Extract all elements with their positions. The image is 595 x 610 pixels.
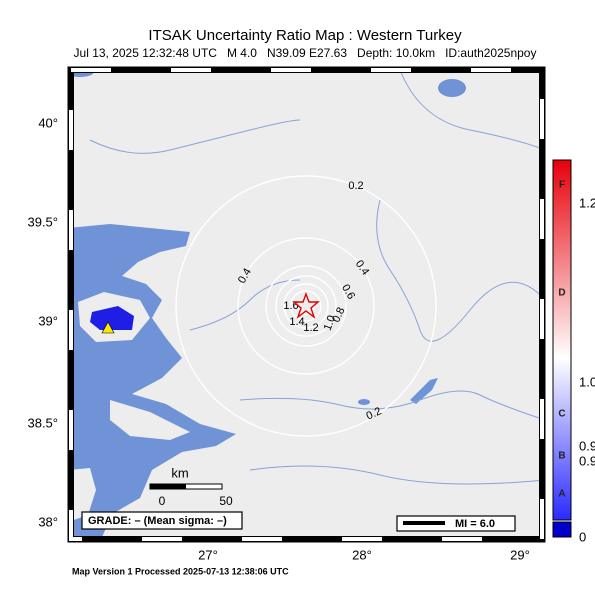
lon-label: 27°: [198, 547, 218, 562]
map-subtitle: Jul 13, 2025 12:32:48 UTC M 4.0 N39.09 E…: [74, 46, 537, 60]
colorbar-value: 0: [579, 529, 586, 544]
map-area: 0.20.4 0.40.60.81.01.21.41.60.2: [68, 67, 545, 542]
footer: Map Version 1 Processed 2025-07-13 12:38…: [72, 566, 289, 576]
colorbar: [552, 159, 572, 521]
lat-label: 38°: [38, 514, 58, 529]
lake: [410, 378, 438, 404]
river: [399, 69, 545, 151]
scale-end: 50: [219, 494, 233, 508]
peninsula: [110, 400, 190, 440]
uncertainty-patch: [90, 306, 134, 330]
contour-label: 0.8: [330, 305, 347, 324]
river: [89, 119, 301, 154]
grade: GRADE: – (Mean sigma: –): [88, 515, 227, 527]
contour-label: 1.4: [289, 316, 304, 328]
contour-ring: [283, 283, 329, 329]
grade-box: [81, 511, 243, 530]
map-border: [67, 66, 546, 543]
contour-ring: [275, 275, 337, 337]
contour-label: 0.2: [348, 180, 363, 192]
axes: 40° 39.5° 39° 38.5° 38° 27° 28° 29°: [27, 115, 529, 562]
lon-label: 29°: [510, 547, 530, 562]
colorbar-value: 0.9: [579, 453, 595, 468]
grade-letter: C: [558, 409, 565, 420]
island: [68, 468, 96, 522]
colorbar-value: 1.2: [579, 195, 595, 210]
scale-start: 0: [159, 494, 166, 508]
epicenter: [292, 292, 320, 319]
lat-label: 40°: [38, 115, 58, 130]
legend-box: [396, 515, 516, 532]
contour-ring: [265, 265, 347, 347]
river: [239, 390, 545, 421]
map-title: ITSAK Uncertainty Ratio Map : Western Tu…: [148, 27, 462, 44]
contour-label: 0.2: [364, 405, 383, 422]
contour-ring: [237, 237, 375, 375]
contours: 0.20.4 0.40.60.81.01.21.41.60.2: [175, 175, 437, 437]
lon-label: 28°: [352, 547, 372, 562]
grade-letter: A: [558, 489, 565, 500]
colorbar-labels: F D C B A 1.2 1.0 0.90.9 0: [558, 180, 595, 545]
river: [189, 279, 301, 331]
colorbar-value: 1.0: [579, 374, 595, 389]
grade-letter: F: [559, 180, 565, 191]
grade-letter: B: [558, 451, 565, 462]
scale-bar-fill: [150, 484, 186, 489]
scale-bar: km 0 50: [149, 465, 233, 508]
station: [101, 321, 115, 334]
grade-letter: D: [558, 288, 565, 299]
lat-label: 39°: [38, 313, 58, 328]
scale-unit: km: [171, 465, 188, 480]
lat-label: 38.5°: [27, 415, 58, 430]
colorbar-nodata: [552, 521, 572, 538]
lat-label: 39.5°: [27, 214, 58, 229]
contour-ring: [290, 290, 322, 322]
lake: [358, 399, 370, 405]
contour-label: 1.2: [303, 322, 318, 334]
legend-label: MI = 6.0: [455, 518, 495, 530]
contour-ring: [175, 175, 437, 437]
colorbar-value: 0.9: [579, 438, 595, 453]
map-frame-ticks: [69, 68, 544, 541]
contour-label: 1.0: [322, 314, 339, 332]
river: [376, 199, 545, 342]
river: [249, 465, 545, 485]
sea: [438, 79, 466, 97]
